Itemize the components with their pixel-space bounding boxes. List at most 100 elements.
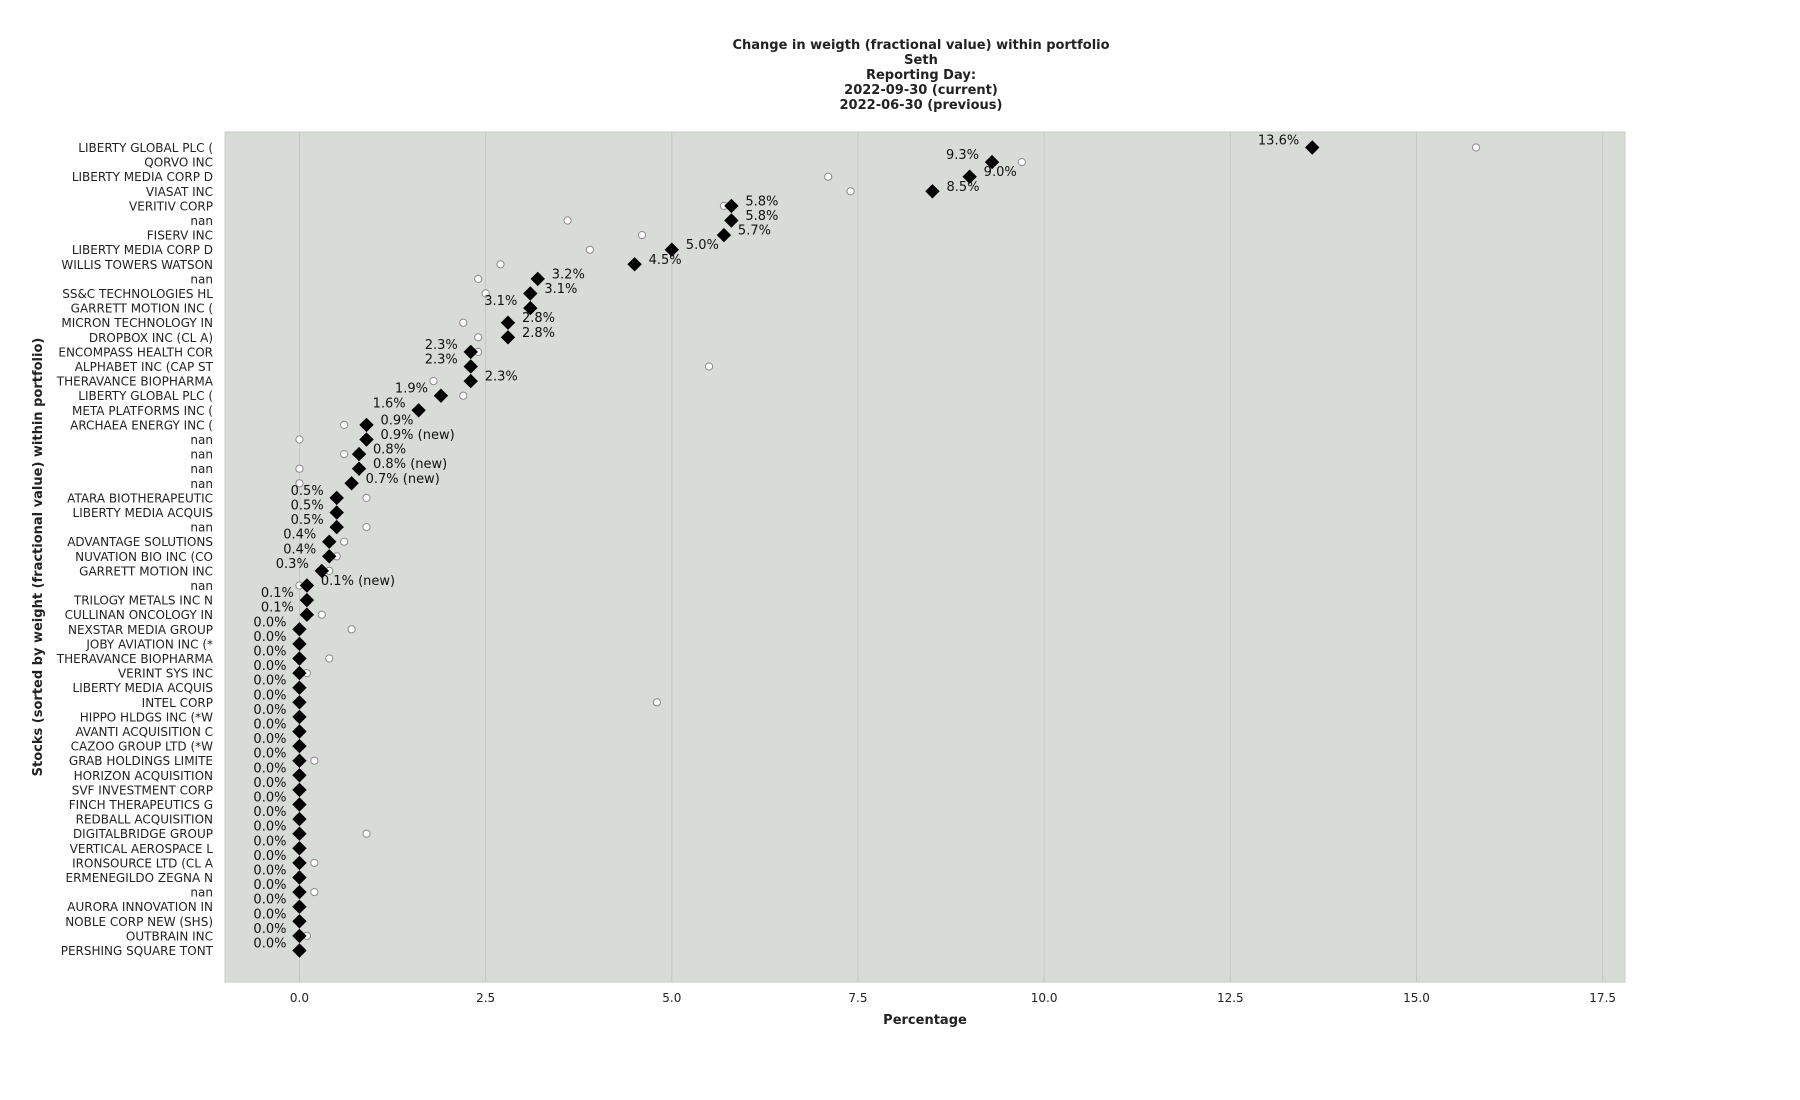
current-weight-marker [627,257,642,272]
current-weight-marker [292,680,307,695]
data-label: 0.0% [253,630,286,645]
data-label: 0.0% [253,922,286,937]
x-tick-label: 15.0 [1403,991,1430,1005]
data-label: 0.0% [253,937,286,952]
current-weight-marker [500,315,516,330]
x-tick-label: 5.0 [662,991,681,1005]
previous-weight-marker [1017,158,1026,167]
data-label: 0.8% (new) [373,457,447,472]
data-label: 2.8% [522,326,555,341]
data-label: 3.1% [544,282,577,297]
y-tick-label: nan [190,448,213,462]
previous-weight-marker [459,318,468,327]
y-tick-label: FISERV INC [147,229,213,243]
title-line-3: Reporting Day: [866,68,976,83]
current-weight-marker [724,198,739,214]
y-tick-label: CAZOO GROUP LTD (*W [71,740,214,754]
y-tick-label: nan [190,579,213,593]
current-weight-marker [292,928,307,944]
data-label: 0.0% [253,805,286,820]
current-weight-marker [530,271,545,287]
grid-lines [298,132,1604,982]
current-weight-marker [664,242,680,257]
y-tick-label: INTEL CORP [142,696,213,710]
current-weight-marker [322,534,337,549]
y-tick-label: LIBERTY MEDIA CORP D [72,243,213,257]
previous-weight-marker [652,698,662,707]
current-weight-marker [523,286,538,301]
current-weight-marker [292,943,307,958]
y-tick-label: GARRETT MOTION INC [79,564,213,578]
current-weight-marker [523,300,538,316]
y-tick-label: VERTICAL AEROSPACE L [70,842,214,856]
y-tick-label: ATARA BIOTHERAPEUTIC [67,491,213,505]
y-tick-label: AURORA INNOVATION IN [67,900,213,914]
current-weight-marker [292,841,307,856]
data-label: 5.0% [686,238,719,253]
previous-weight-marker [474,274,483,283]
previous-weight-marker [1471,143,1481,152]
data-label: 0.0% [253,615,286,630]
current-weight-marker [716,227,732,243]
y-tick-label: META PLATFORMS INC ( [72,404,213,418]
current-weight-marker [724,213,739,228]
data-label: 0.8% [373,443,406,458]
data-label: 0.0% [253,659,286,674]
data-label: 0.0% [253,849,286,864]
y-tick-label: FINCH THERAPEUTICS G [69,798,213,812]
data-label: 0.0% [253,761,286,776]
current-weight-marker [962,169,977,184]
y-tick-label: WILLIS TOWERS WATSON [61,258,213,272]
current-weight-marker [299,578,315,593]
data-label: 5.8% [745,194,778,209]
data-label: 0.7% (new) [366,472,440,487]
current-weight-marker [329,490,344,506]
previous-weight-marker [362,493,371,502]
y-tick-label: QORVO INC [144,156,213,170]
previous-weight-marker [317,610,326,619]
data-label: 0.0% [253,747,286,762]
title-line-5: 2022-06-30 (previous) [840,98,1003,113]
current-weight-marker [351,461,367,476]
current-weight-marker [292,636,307,652]
y-tick-label: nan [190,272,213,286]
data-labels: 13.6%9.3%9.0%8.5%5.8%5.8%5.7%5.0%4.5%3.2… [253,134,1299,952]
current-weight-marker [359,432,374,447]
previous-weight-marker [459,391,468,400]
data-label: 0.0% [253,776,286,791]
y-tick-label: OUTBRAIN INC [126,929,213,943]
current-weight-marker [292,899,307,914]
y-tick-label: ALPHABET INC (CAP ST [75,360,214,374]
current-weight-marker [329,519,344,535]
previous-weight-marker [474,333,483,342]
current-markers [292,140,1320,958]
data-label: 2.3% [425,338,458,353]
previous-weight-marker [362,523,371,532]
y-tick-label: ENCOMPASS HEALTH COR [58,345,213,359]
y-tick-label: NEXSTAR MEDIA GROUP [68,623,213,637]
y-tick-label: LIBERTY GLOBAL PLC ( [78,389,213,403]
data-label: 0.9% (new) [380,428,454,443]
y-tick-label: MICRON TECHNOLOGY IN [61,316,213,330]
previous-weight-marker [295,464,304,473]
current-weight-marker [463,373,478,389]
data-label: 9.3% [946,148,979,163]
y-tick-label: DIGITALBRIDGE GROUP [73,827,213,841]
current-weight-marker [329,505,344,520]
current-weight-marker [292,797,307,812]
y-tick-label: nan [190,462,213,476]
y-tick-label: LIBERTY MEDIA ACQUIS [73,681,213,695]
title-line-2: Seth [904,53,938,68]
current-weight-marker [292,622,307,637]
previous-weight-marker [340,450,349,459]
current-weight-marker [463,344,478,360]
previous-weight-marker [481,289,490,298]
current-weight-marker [344,476,359,491]
y-tick-label: NOBLE CORP NEW (SHS) [65,915,213,929]
previous-weight-marker [295,435,304,444]
current-weight-marker [292,870,307,885]
previous-weight-marker [310,756,319,765]
y-tick-labels: LIBERTY GLOBAL PLC ( QORVO INC LIBERTY MED… [56,141,214,958]
current-weight-marker [500,330,516,345]
current-weight-marker [292,884,307,900]
